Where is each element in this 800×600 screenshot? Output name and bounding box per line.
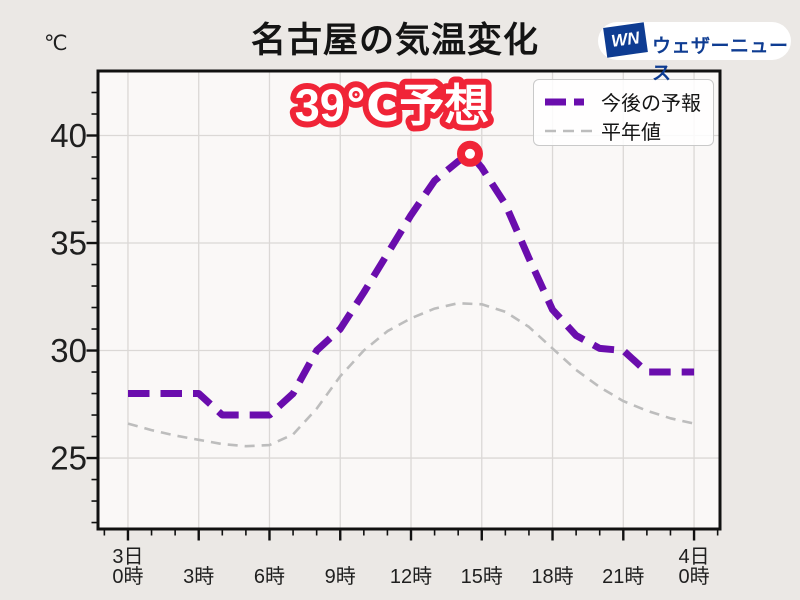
chart-legend: 今後の予報 平年値 — [533, 79, 714, 146]
weathernews-brand-text: ウェザーニュース — [652, 36, 789, 84]
legend-label-forecast: 今後の予報 — [601, 93, 701, 115]
svg-text:35: 35 — [50, 225, 87, 262]
page-title: 名古屋の気温変化 — [250, 21, 539, 60]
legend-item-normal: 平年値 — [545, 116, 705, 145]
svg-text:6時: 6時 — [254, 565, 285, 588]
y-axis-unit-label: ℃ — [44, 32, 68, 55]
normal-line-sample-icon — [545, 129, 592, 132]
plot-frame — [96, 69, 722, 531]
svg-text:40: 40 — [50, 117, 87, 154]
forecast-line-sample-icon — [545, 98, 592, 105]
legend-item-forecast: 今後の予報 — [545, 87, 705, 116]
svg-text:30: 30 — [50, 332, 87, 369]
svg-text:18時: 18時 — [531, 565, 573, 588]
axis-ticks — [86, 91, 719, 541]
svg-text:3日: 3日 — [112, 546, 143, 568]
svg-text:12時: 12時 — [390, 565, 432, 588]
svg-text:9時: 9時 — [325, 565, 356, 588]
weathernews-logo: WN ウェザーニュース — [598, 22, 791, 84]
plot-area — [98, 71, 720, 529]
svg-text:21時: 21時 — [602, 565, 644, 588]
wn-logo-badge-text: WN — [610, 28, 641, 51]
legend-label-normal: 平年値 — [601, 122, 661, 144]
forecast-temperature-line — [128, 150, 695, 419]
svg-text:4日: 4日 — [678, 546, 709, 568]
svg-text:0時: 0時 — [112, 565, 143, 588]
gridlines — [98, 71, 720, 529]
svg-text:0時: 0時 — [678, 565, 709, 588]
svg-text:15時: 15時 — [461, 565, 503, 588]
y-tick-labels: 25 30 35 40 — [50, 117, 87, 477]
svg-text:25: 25 — [50, 440, 87, 477]
peak-marker — [456, 140, 483, 167]
wn-logo-badge-icon: WN — [603, 22, 648, 58]
peak-annotation: 39℃予想 — [295, 80, 490, 131]
svg-text:3時: 3時 — [183, 565, 214, 588]
